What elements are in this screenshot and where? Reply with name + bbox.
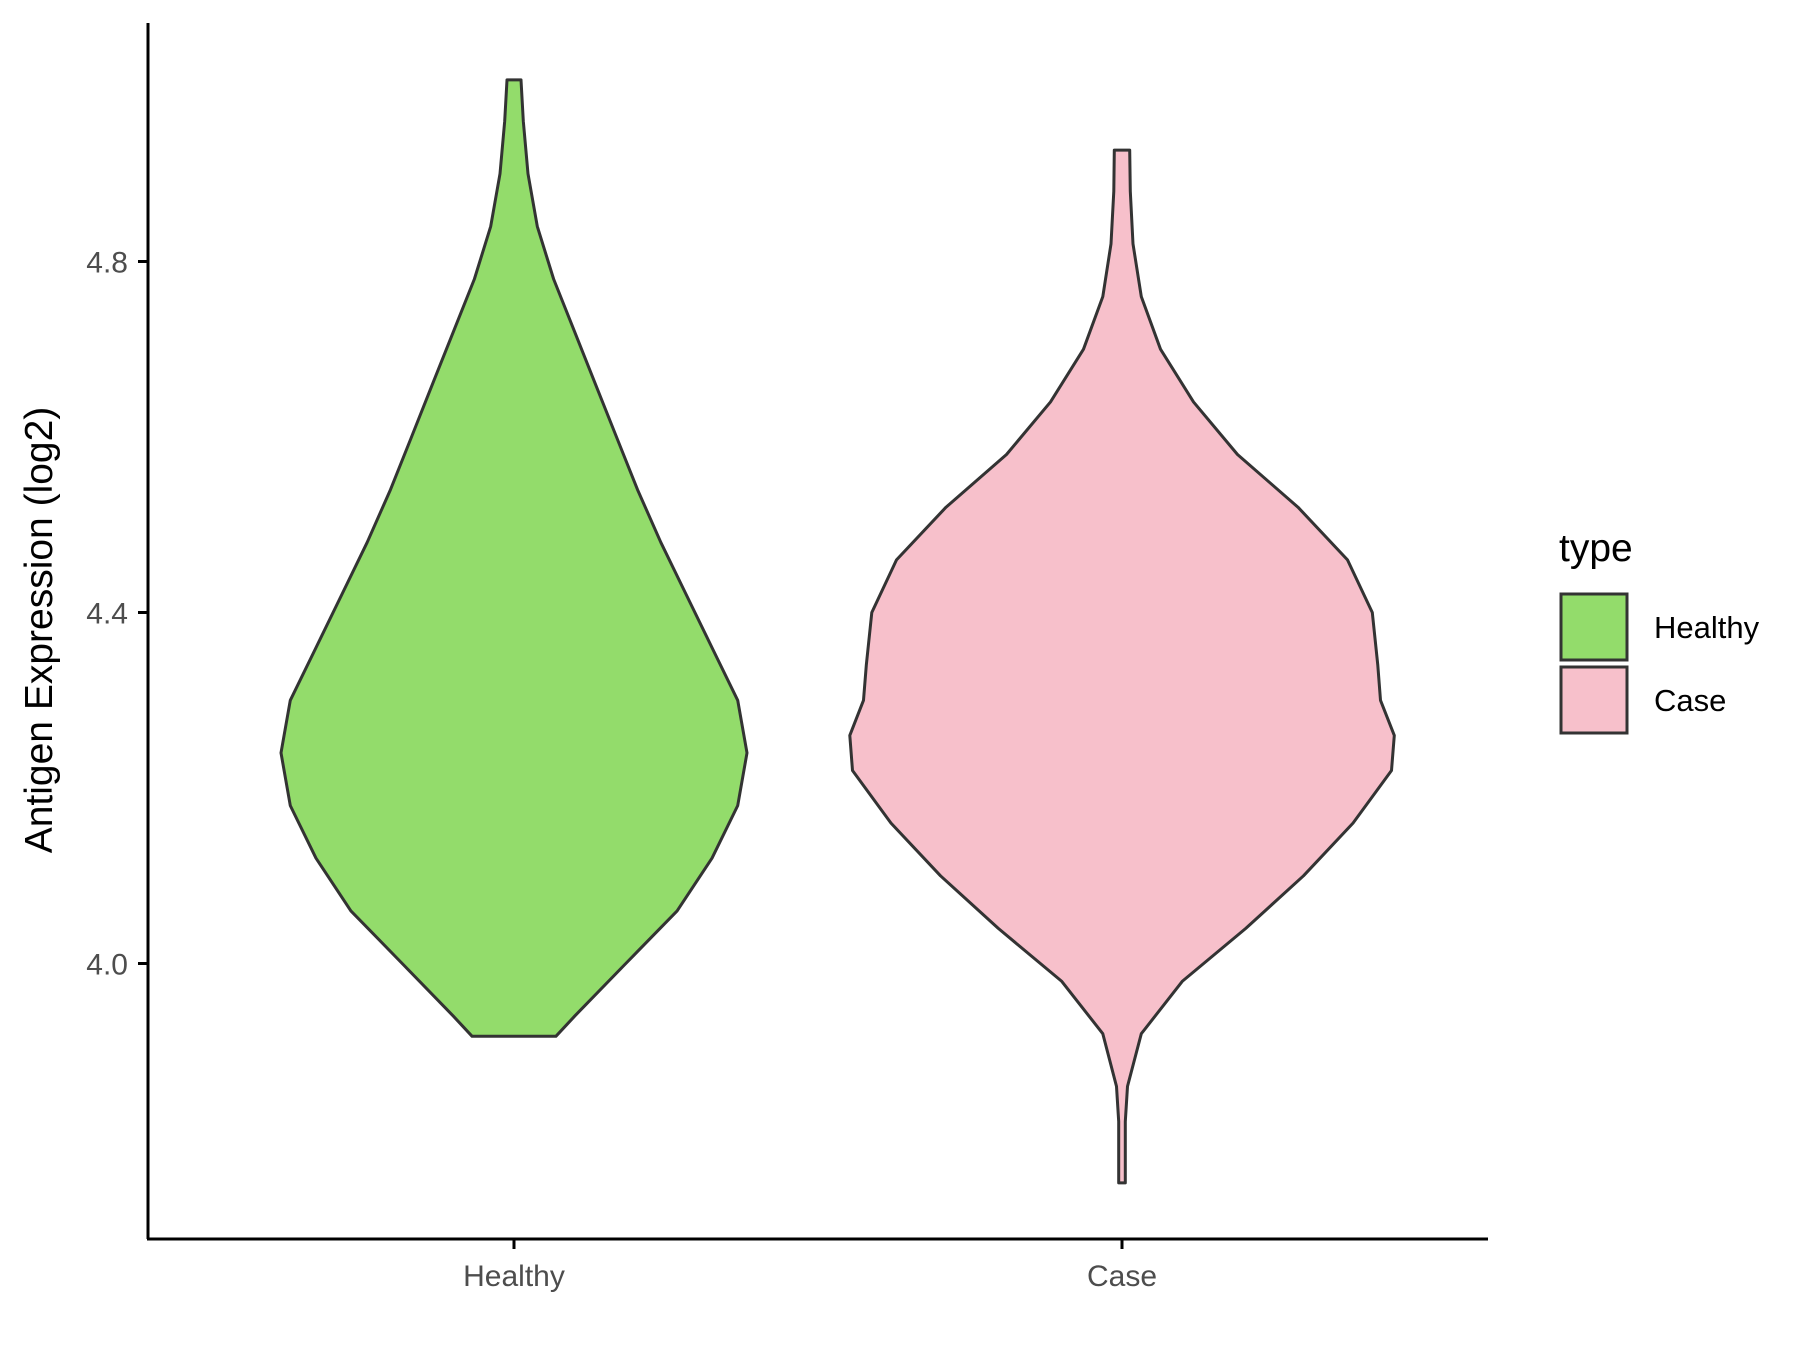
- violin-case: [848, 148, 1396, 1185]
- y-axis-ticks: 4.0 4.4 4.8: [86, 247, 148, 982]
- legend: type Healthy Case: [1559, 527, 1760, 735]
- x-tick-label-case: Case: [1087, 1260, 1157, 1293]
- y-tick-label: 4.0: [86, 949, 128, 982]
- y-tick-label: 4.8: [86, 247, 128, 280]
- y-tick-label: 4.4: [86, 598, 128, 631]
- plot-area: [279, 78, 1396, 1185]
- legend-key-case: [1559, 665, 1629, 735]
- legend-label-case: Case: [1654, 683, 1726, 718]
- legend-key-healthy: [1559, 592, 1629, 662]
- legend-label-healthy: Healthy: [1654, 610, 1760, 645]
- x-axis-ticks: Healthy Case: [463, 1239, 1157, 1293]
- legend-title: type: [1559, 527, 1633, 570]
- x-tick-label-healthy: Healthy: [463, 1260, 565, 1293]
- y-axis-title: Antigen Expression (log2): [18, 407, 61, 854]
- violin-healthy: [279, 78, 749, 1038]
